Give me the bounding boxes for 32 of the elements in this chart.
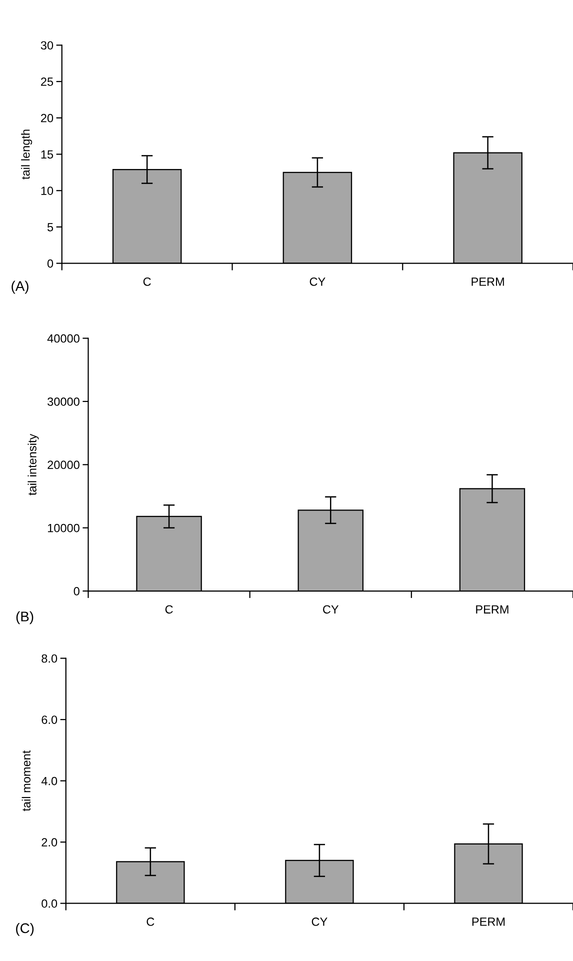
- y-axis-title: tail length: [21, 130, 32, 180]
- y-tick-label: 0: [74, 587, 80, 596]
- text: (C): [16, 922, 34, 936]
- x-tick-label: PERM: [472, 918, 505, 926]
- y-tick-label: 20000: [48, 460, 80, 470]
- y-tick-label: 10: [41, 186, 54, 195]
- y-tick-label: 30000: [48, 397, 80, 406]
- x-tick-label: C: [143, 278, 151, 286]
- x-tick-label: C: [165, 605, 173, 614]
- y-axis-title: tail moment: [22, 750, 30, 812]
- x-tick-label: CY: [323, 605, 339, 614]
- y-tick-label: 0: [47, 259, 54, 268]
- y-tick-label: 2.0: [42, 838, 58, 846]
- x-tick-label: PERM: [476, 605, 508, 614]
- y-tick-label: 40000: [47, 334, 80, 343]
- x-tick-label: CY: [310, 278, 326, 286]
- y-tick-label: 15: [41, 150, 54, 159]
- y-axis-title: tail intensity: [28, 434, 39, 496]
- y-tick-label: 0.0: [42, 899, 58, 908]
- y-tick-label: 25: [41, 78, 54, 86]
- y-tick-label: 8.0: [42, 654, 58, 663]
- y-tick-label: 20: [41, 114, 54, 122]
- y-tick-label: 6.0: [42, 716, 58, 724]
- x-tick-label: PERM: [472, 278, 504, 286]
- x-tick-label: C: [146, 918, 154, 926]
- x-tick-label: CY: [312, 918, 328, 926]
- y-tick-label: 30: [40, 41, 54, 50]
- y-tick-label: 5: [47, 223, 54, 232]
- y-tick-label: 10000: [48, 524, 80, 532]
- text: (B): [16, 611, 34, 624]
- y-tick-label: 4.0: [41, 776, 58, 786]
- text: (A): [12, 280, 28, 294]
